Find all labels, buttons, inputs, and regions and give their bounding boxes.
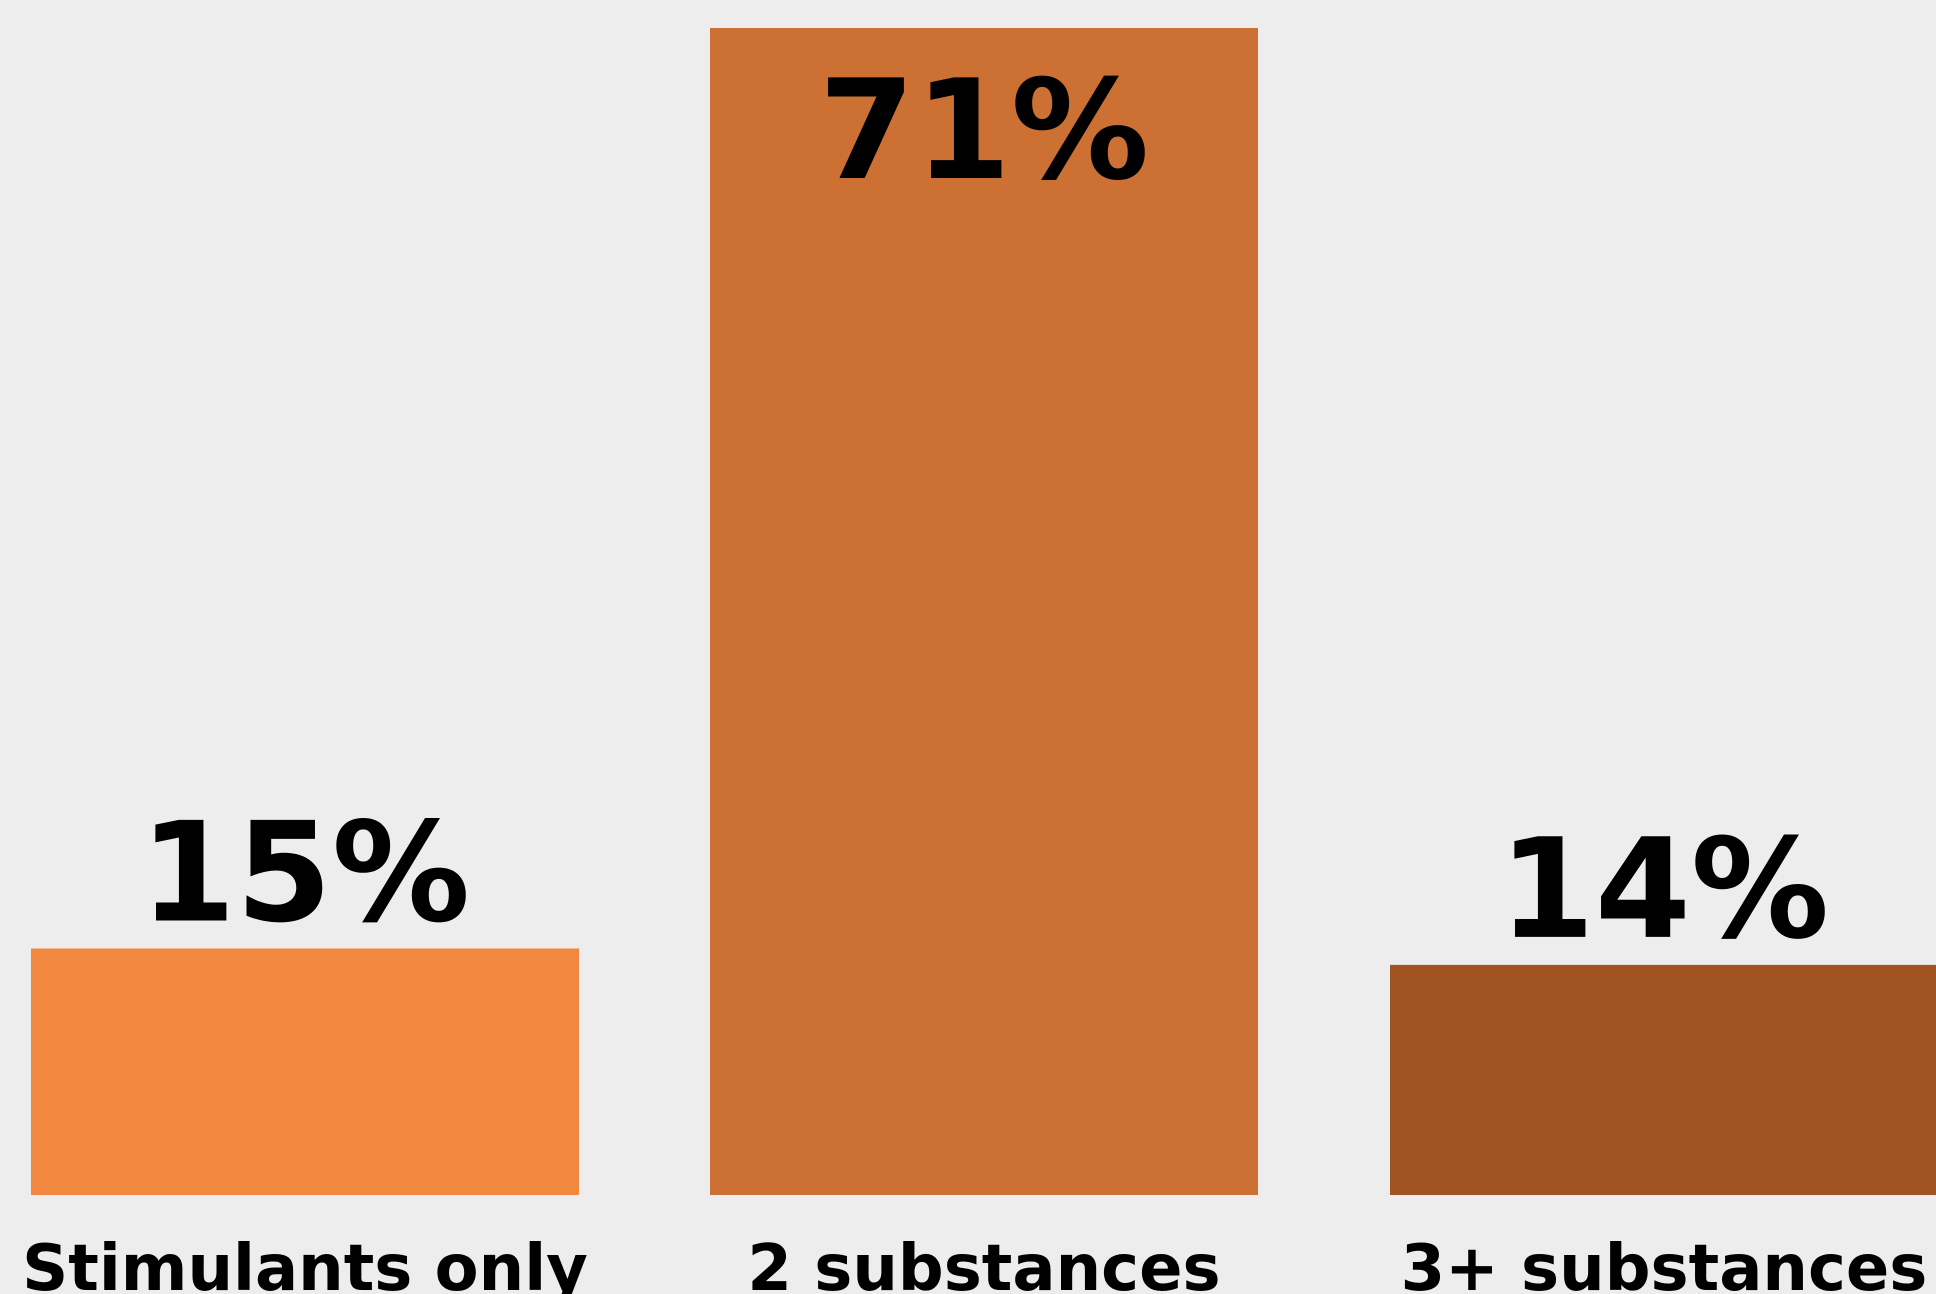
value-label-1: 15% — [140, 792, 470, 953]
value-label-3: 14% — [1499, 809, 1829, 970]
value-label-2: 71% — [819, 50, 1149, 211]
category-label-3: 3+ substances — [1401, 1232, 1928, 1294]
category-label-2: 2 substances — [747, 1232, 1220, 1294]
category-label-1: Stimulants only — [22, 1232, 588, 1294]
bar-1 — [31, 948, 579, 1195]
bar-2 — [710, 28, 1258, 1195]
bar-3 — [1390, 964, 1936, 1195]
